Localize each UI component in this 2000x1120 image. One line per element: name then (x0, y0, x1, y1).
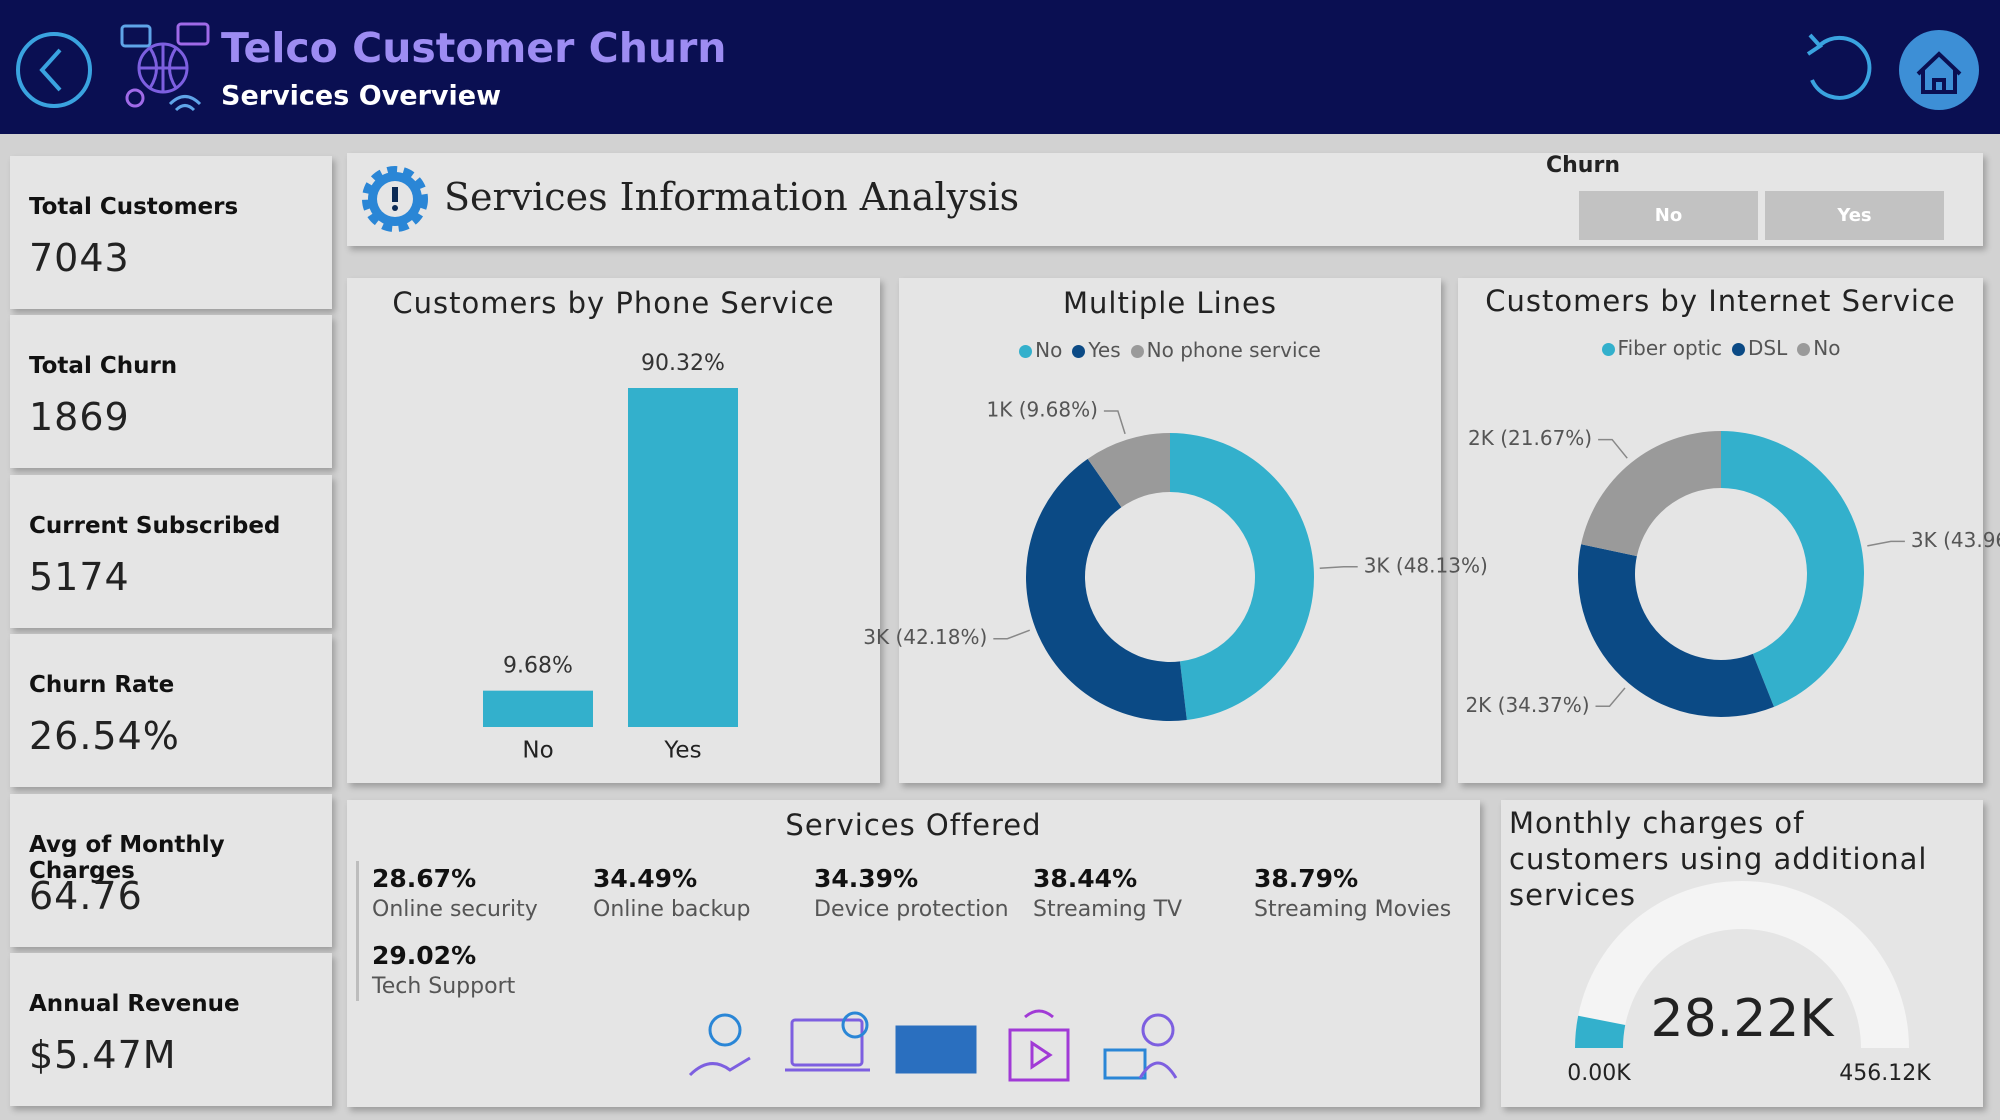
service-value: 38.44% (1033, 864, 1138, 893)
legend-dot (1072, 345, 1086, 358)
refresh-button[interactable] (1806, 33, 1872, 100)
services-title: Services Offered (785, 808, 1042, 842)
kpi-value: 26.54% (29, 714, 180, 759)
kpi-label: Current Subscribed (29, 512, 281, 539)
legend-dot (1601, 343, 1615, 356)
filter-button[interactable]: No (1579, 191, 1758, 240)
kpi-card: Avg of Monthly Charges 64.76 (10, 793, 332, 947)
header (0, 0, 2000, 134)
legend-label: No (1813, 336, 1841, 360)
filter-label: Churn (1546, 153, 1620, 178)
chart-title: Multiple Lines (1063, 286, 1277, 320)
kpi-label: Annual Revenue (29, 991, 240, 1017)
service-label: Online security (372, 897, 538, 922)
kpi-label: Total Customers (29, 194, 239, 220)
kpi-card: Total Customers 7043 (10, 156, 332, 309)
service-icons (688, 1009, 1178, 1082)
service-value: 28.67% (372, 864, 477, 893)
kpi-value: $5.47M (29, 1033, 177, 1077)
kpi-value: 64.76 (29, 873, 143, 918)
kpi-value: 7043 (29, 236, 130, 280)
gear-icon (362, 166, 428, 232)
legend: No Yes No phone service (910, 338, 1430, 362)
legend-item: Fiber optic (1601, 336, 1723, 360)
kpi-card: Current Subscribed 5174 (10, 474, 332, 628)
header-subtitle: Services Overview (221, 81, 501, 112)
kpi-card: Churn Rate 26.54% (10, 634, 332, 788)
divider (356, 861, 359, 1001)
service-label: Online backup (593, 897, 751, 922)
kpi-label: Total Churn (29, 353, 178, 380)
chart-title: Monthly charges of customers using addit… (1509, 806, 1928, 912)
kpi-label: Churn Rate (29, 672, 175, 699)
service-value: 38.79% (1254, 864, 1359, 893)
legend-dot (1019, 345, 1033, 358)
kpi-card: Annual Revenue $5.47M (10, 953, 332, 1106)
legend-dot (1130, 345, 1144, 358)
section-title: Services Information Analysis (444, 175, 1020, 219)
kpi-value: 5174 (29, 554, 130, 599)
legend-label: Fiber optic (1617, 336, 1723, 360)
service-value: 29.02% (372, 941, 477, 970)
legend-item: DSL (1732, 336, 1787, 360)
legend-label: DSL (1748, 336, 1788, 360)
header-icons: Telco Customer Churn Services Overview (16, 22, 1979, 112)
filter-button[interactable]: Yes (1765, 191, 1944, 240)
kpi-label: Avg of Monthly Charges (29, 831, 225, 884)
service-value: 34.39% (814, 864, 919, 893)
legend-dot (1732, 343, 1746, 356)
service-label: Streaming TV (1033, 897, 1183, 922)
home-button[interactable] (1899, 30, 1979, 110)
legend-item: No (1019, 338, 1062, 362)
service-label: Device protection (814, 897, 1009, 922)
logo-icon (120, 22, 210, 112)
service-label: Tech Support (372, 974, 516, 999)
bar-panel (347, 278, 880, 783)
legend-label: Yes (1088, 338, 1121, 362)
legend-dot (1797, 343, 1811, 356)
back-button[interactable] (16, 32, 92, 108)
kpi-value: 1869 (29, 395, 130, 440)
chart-title: Customers by Phone Service (392, 286, 835, 320)
legend-label: No (1035, 338, 1063, 362)
legend-item: No phone service (1130, 338, 1321, 362)
service-value: 34.49% (593, 864, 698, 893)
legend-label: No phone service (1146, 338, 1321, 362)
header-title: Telco Customer Churn (221, 24, 726, 72)
section-header: Services Information Analysis Churn No Y… (347, 153, 1983, 246)
chart-title: Customers by Internet Service (1485, 284, 1956, 318)
legend: Fiber optic DSL No (1461, 336, 1981, 360)
legend-item: No (1797, 336, 1840, 360)
kpi-card: Total Churn 1869 (10, 315, 332, 469)
service-label: Streaming Movies (1254, 897, 1452, 922)
legend-item: Yes (1072, 338, 1121, 362)
